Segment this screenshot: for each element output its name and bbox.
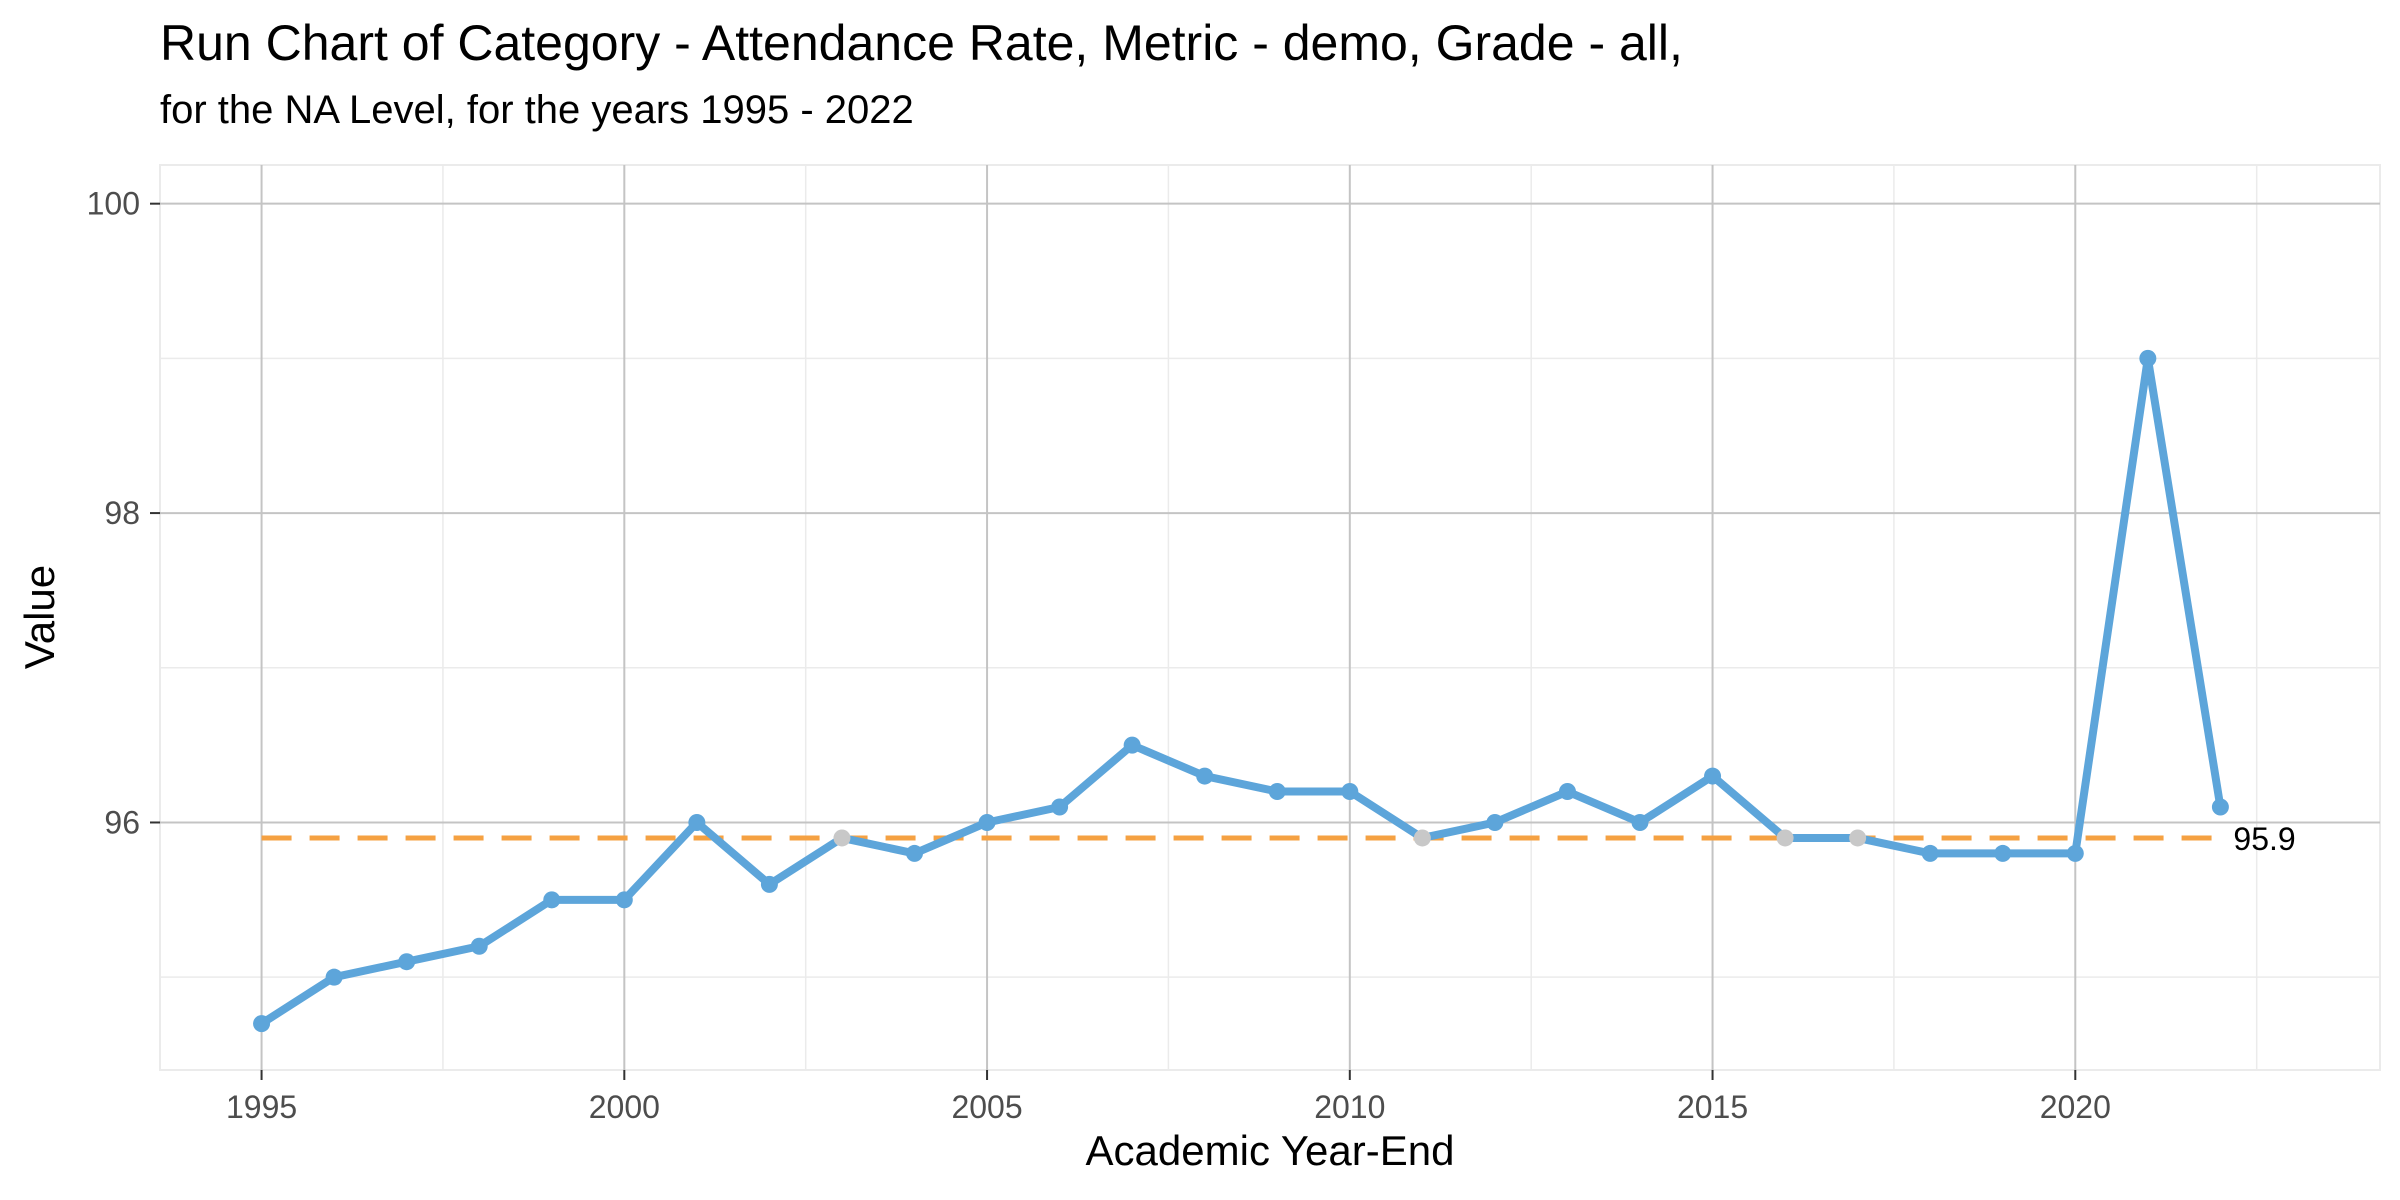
x-tick-label: 2010 (1314, 1089, 1385, 1125)
chart-title: Run Chart of Category - Attendance Rate,… (160, 15, 1683, 71)
data-point (1123, 736, 1141, 754)
data-point (1558, 783, 1576, 801)
y-axis-ticks: 96 98 100 (87, 186, 160, 840)
series-line-path (257, 354, 2225, 1028)
y-tick-label: 100 (87, 186, 140, 222)
data-point (833, 829, 851, 847)
data-point (470, 937, 488, 955)
data-point (543, 891, 561, 909)
x-axis-title: Academic Year-End (1086, 1127, 1455, 1174)
data-point (1704, 767, 1722, 785)
data-points (253, 349, 2229, 1033)
data-point (688, 813, 706, 831)
data-point (760, 875, 778, 893)
minor-gridlines (160, 165, 2380, 1070)
data-point (1051, 798, 1069, 816)
data-point (1268, 783, 1286, 801)
plot-panel (159, 164, 2381, 1071)
series-line (257, 354, 2225, 1028)
chart-subtitle: for the NA Level, for the years 1995 - 2… (160, 88, 914, 132)
data-point (1994, 844, 2012, 862)
data-point (1921, 844, 1939, 862)
mean-reference: 95.9 (261, 821, 2296, 857)
x-tick-label: 2005 (951, 1089, 1022, 1125)
data-point (1486, 813, 1504, 831)
data-point (615, 891, 633, 909)
data-point (978, 813, 996, 831)
data-point (906, 844, 924, 862)
x-axis-ticks: 1995 2000 2005 2010 2015 2020 (226, 1070, 2111, 1125)
data-point (1413, 829, 1431, 847)
y-tick-label: 98 (104, 495, 140, 531)
data-point (398, 953, 416, 971)
y-tick-label: 96 (104, 804, 140, 840)
data-point (325, 968, 343, 986)
data-point (1196, 767, 1214, 785)
mean-label: 95.9 (2233, 821, 2295, 857)
data-point (1776, 829, 1794, 847)
data-point (253, 1015, 271, 1033)
data-point (2211, 798, 2229, 816)
major-gridlines (160, 165, 2380, 1070)
data-point (1341, 783, 1359, 801)
x-tick-label: 2020 (2040, 1089, 2111, 1125)
x-tick-label: 1995 (226, 1089, 297, 1125)
data-point (2139, 349, 2157, 367)
data-point (1631, 813, 1649, 831)
x-tick-label: 2000 (589, 1089, 660, 1125)
data-point (2066, 844, 2084, 862)
x-tick-label: 2015 (1677, 1089, 1748, 1125)
data-point (1849, 829, 1867, 847)
y-axis-title: Value (16, 565, 63, 669)
